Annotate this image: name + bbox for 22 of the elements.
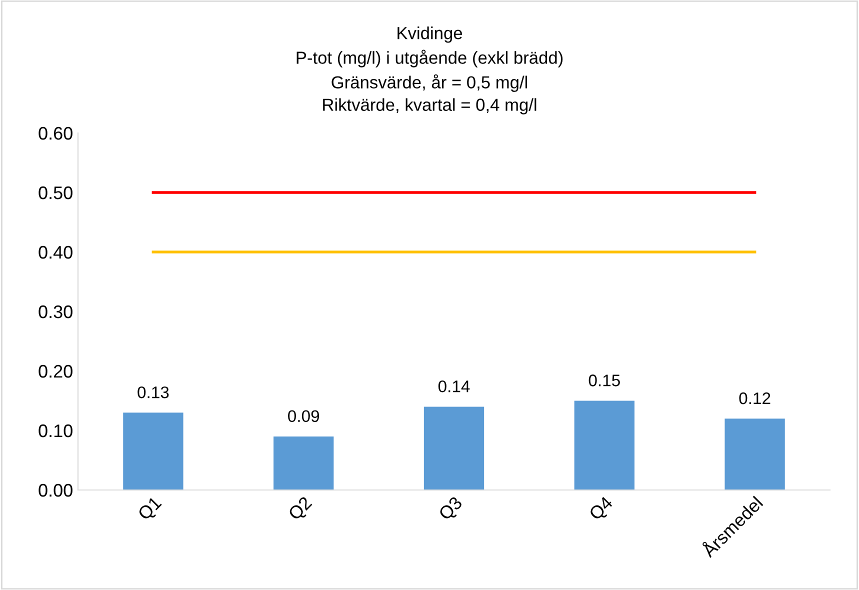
bar (724, 418, 785, 490)
data-label: 0.14 (438, 380, 470, 392)
chart-title: Kvidinge P-tot (mg/l) i utgående (exkl brädd) Gränsvärde, år = 0,5 mg/l Riktvärde, kvartal = 0,4 mg/l (296, 26, 563, 114)
data-label: 0.09 (288, 410, 320, 422)
data-label: 0.13 (138, 386, 169, 398)
y-tick-label: 0.40 (38, 246, 72, 259)
bar (274, 436, 334, 490)
y-tick-label: 0.30 (38, 305, 72, 318)
y-tick-label: 0.00 (38, 484, 72, 497)
y-tick-label: 0.50 (38, 186, 72, 200)
y-tick-label: 0.10 (38, 424, 72, 438)
data-label: 0.12 (739, 392, 770, 404)
x-tick-label: Q2 (288, 496, 315, 523)
x-tick-label: Q3 (438, 496, 466, 523)
x-tick-label: Q1 (137, 496, 164, 523)
data-label: 0.15 (588, 374, 620, 386)
x-tick-label: Q4 (588, 496, 616, 523)
y-tick-label: 0.20 (38, 364, 72, 378)
bar (123, 412, 184, 490)
y-tick-label: 0.60 (38, 126, 72, 140)
bar (424, 406, 484, 490)
bar (574, 400, 634, 490)
